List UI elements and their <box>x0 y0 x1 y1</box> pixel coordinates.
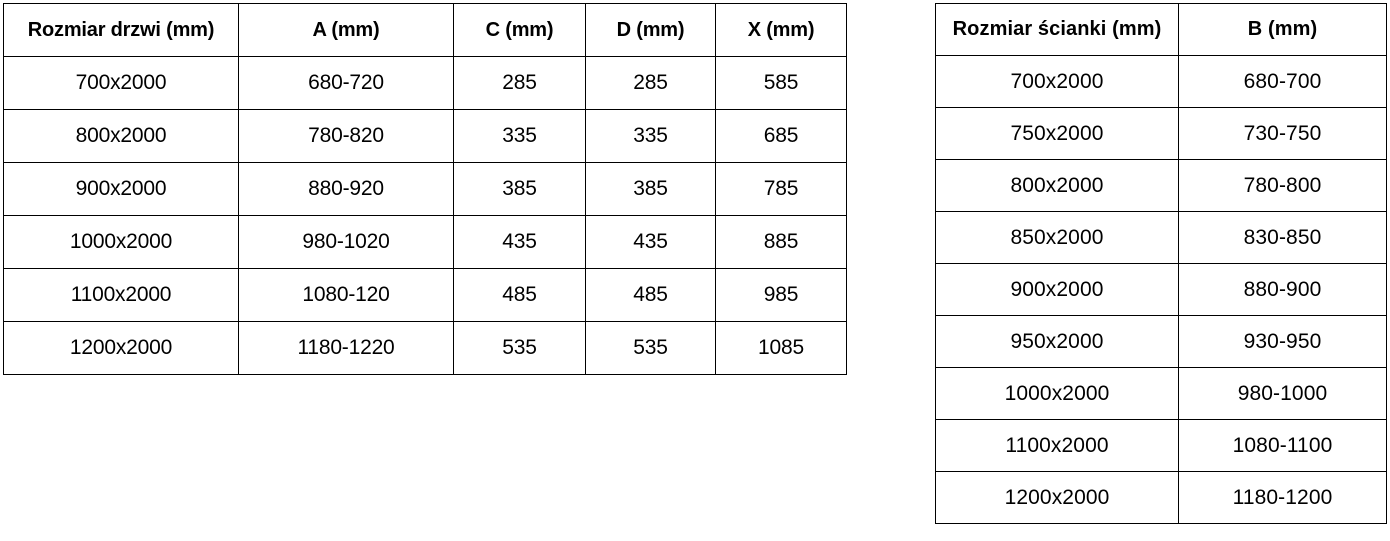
cell-wall-size: 800x2000 <box>935 159 1179 212</box>
column-header-wall-size: Rozmiar ścianki (mm) <box>935 3 1179 56</box>
cell-c: 335 <box>453 109 586 163</box>
cell-b: 780-800 <box>1178 159 1387 212</box>
cell-wall-size: 850x2000 <box>935 211 1179 264</box>
cell-door-size: 700x2000 <box>3 56 239 110</box>
cell-c: 285 <box>453 56 586 110</box>
cell-d: 535 <box>585 321 716 375</box>
table-row: 1000x2000 980-1000 <box>935 367 1387 420</box>
cell-b: 930-950 <box>1178 315 1387 368</box>
wall-dimensions-table: Rozmiar ścianki (mm) B (mm) 700x2000 680… <box>935 3 1387 524</box>
table-header-row: Rozmiar ścianki (mm) B (mm) <box>935 3 1387 56</box>
table-row: 800x2000 780-820 335 335 685 <box>3 109 847 163</box>
cell-door-size: 800x2000 <box>3 109 239 163</box>
table-row: 700x2000 680-720 285 285 585 <box>3 56 847 110</box>
cell-door-size: 900x2000 <box>3 162 239 216</box>
column-header-a: A (mm) <box>238 3 454 57</box>
cell-x: 785 <box>715 162 847 216</box>
cell-wall-size: 750x2000 <box>935 107 1179 160</box>
cell-wall-size: 950x2000 <box>935 315 1179 368</box>
cell-a: 880-920 <box>238 162 454 216</box>
table-row: 900x2000 880-920 385 385 785 <box>3 162 847 216</box>
cell-b: 680-700 <box>1178 55 1387 108</box>
table-row: 1100x2000 1080-1100 <box>935 419 1387 472</box>
column-header-door-size: Rozmiar drzwi (mm) <box>3 3 239 57</box>
doors-dimensions-table: Rozmiar drzwi (mm) A (mm) C (mm) D (mm) … <box>3 3 847 375</box>
cell-d: 385 <box>585 162 716 216</box>
cell-d: 285 <box>585 56 716 110</box>
cell-a: 1080-120 <box>238 268 454 322</box>
column-header-d: D (mm) <box>585 3 716 57</box>
cell-c: 485 <box>453 268 586 322</box>
cell-b: 880-900 <box>1178 263 1387 316</box>
table-row: 950x2000 930-950 <box>935 315 1387 368</box>
column-header-c: C (mm) <box>453 3 586 57</box>
cell-c: 435 <box>453 215 586 269</box>
cell-x: 1085 <box>715 321 847 375</box>
table-row: 750x2000 730-750 <box>935 107 1387 160</box>
cell-b: 830-850 <box>1178 211 1387 264</box>
cell-a: 1180-1220 <box>238 321 454 375</box>
cell-wall-size: 1100x2000 <box>935 419 1179 472</box>
cell-b: 980-1000 <box>1178 367 1387 420</box>
table-row: 700x2000 680-700 <box>935 55 1387 108</box>
table-row: 1000x2000 980-1020 435 435 885 <box>3 215 847 269</box>
cell-d: 335 <box>585 109 716 163</box>
cell-a: 780-820 <box>238 109 454 163</box>
cell-x: 885 <box>715 215 847 269</box>
cell-b: 730-750 <box>1178 107 1387 160</box>
table-row: 1200x2000 1180-1220 535 535 1085 <box>3 321 847 375</box>
table-row: 1200x2000 1180-1200 <box>935 471 1387 524</box>
cell-door-size: 1100x2000 <box>3 268 239 322</box>
cell-a: 680-720 <box>238 56 454 110</box>
table-row: 850x2000 830-850 <box>935 211 1387 264</box>
cell-b: 1080-1100 <box>1178 419 1387 472</box>
cell-wall-size: 1200x2000 <box>935 471 1179 524</box>
column-header-x: X (mm) <box>715 3 847 57</box>
cell-door-size: 1000x2000 <box>3 215 239 269</box>
cell-c: 385 <box>453 162 586 216</box>
table-row: 1100x2000 1080-120 485 485 985 <box>3 268 847 322</box>
cell-wall-size: 1000x2000 <box>935 367 1179 420</box>
cell-wall-size: 900x2000 <box>935 263 1179 316</box>
table-row: 800x2000 780-800 <box>935 159 1387 212</box>
cell-b: 1180-1200 <box>1178 471 1387 524</box>
cell-x: 685 <box>715 109 847 163</box>
cell-x: 585 <box>715 56 847 110</box>
cell-wall-size: 700x2000 <box>935 55 1179 108</box>
table-header-row: Rozmiar drzwi (mm) A (mm) C (mm) D (mm) … <box>3 3 847 57</box>
cell-c: 535 <box>453 321 586 375</box>
column-header-b: B (mm) <box>1178 3 1387 56</box>
cell-d: 485 <box>585 268 716 322</box>
cell-a: 980-1020 <box>238 215 454 269</box>
cell-door-size: 1200x2000 <box>3 321 239 375</box>
table-row: 900x2000 880-900 <box>935 263 1387 316</box>
cell-d: 435 <box>585 215 716 269</box>
cell-x: 985 <box>715 268 847 322</box>
